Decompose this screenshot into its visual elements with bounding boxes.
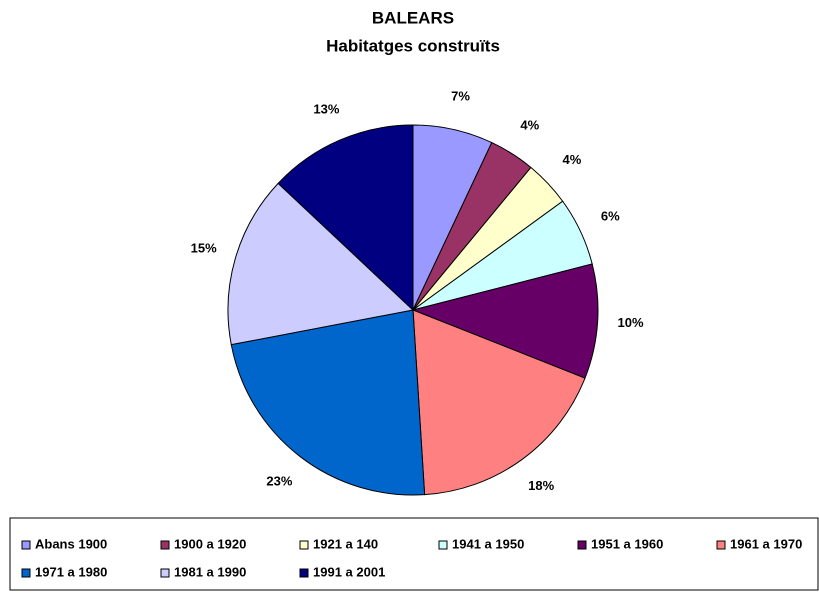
data-label: 23% <box>266 474 292 489</box>
legend-label: 1900 a 1920 <box>174 536 246 551</box>
chart-subtitle: Habitatges construïts <box>326 36 500 55</box>
legend-label: 1951 a 1960 <box>591 536 663 551</box>
legend-swatch <box>21 540 31 550</box>
legend-label: 1941 a 1950 <box>452 536 524 551</box>
legend-swatch <box>160 540 170 550</box>
pie-slice <box>230 309 426 496</box>
legend-label: 1971 a 1980 <box>35 564 107 579</box>
data-label: 18% <box>528 478 554 493</box>
legend-swatch <box>299 568 309 578</box>
legend-label: 1981 a 1990 <box>174 564 246 579</box>
legend-box <box>9 517 819 591</box>
legend-label: Abans 1900 <box>35 536 107 551</box>
legend-swatch <box>299 540 309 550</box>
data-label: 6% <box>601 209 620 224</box>
legend-label: 1991 a 2001 <box>313 564 385 579</box>
legend-swatch <box>716 540 726 550</box>
data-label: 7% <box>451 89 470 104</box>
pie-slice <box>411 263 599 379</box>
legend-label: 1961 a 1970 <box>730 536 802 551</box>
pie-slice <box>227 182 415 346</box>
pie-slice <box>277 124 414 312</box>
pie-slice <box>412 309 586 496</box>
legend-swatch <box>577 540 587 550</box>
data-label: 15% <box>191 241 217 256</box>
data-label: 4% <box>563 152 582 167</box>
chart-title: BALEARS <box>372 8 454 27</box>
legend-swatch <box>160 568 170 578</box>
legend-swatch <box>21 568 31 578</box>
data-label: 4% <box>520 117 539 132</box>
data-label: 10% <box>618 315 644 330</box>
data-label: 13% <box>313 101 339 116</box>
legend-swatch <box>438 540 448 550</box>
legend-label: 1921 a 140 <box>313 536 378 551</box>
